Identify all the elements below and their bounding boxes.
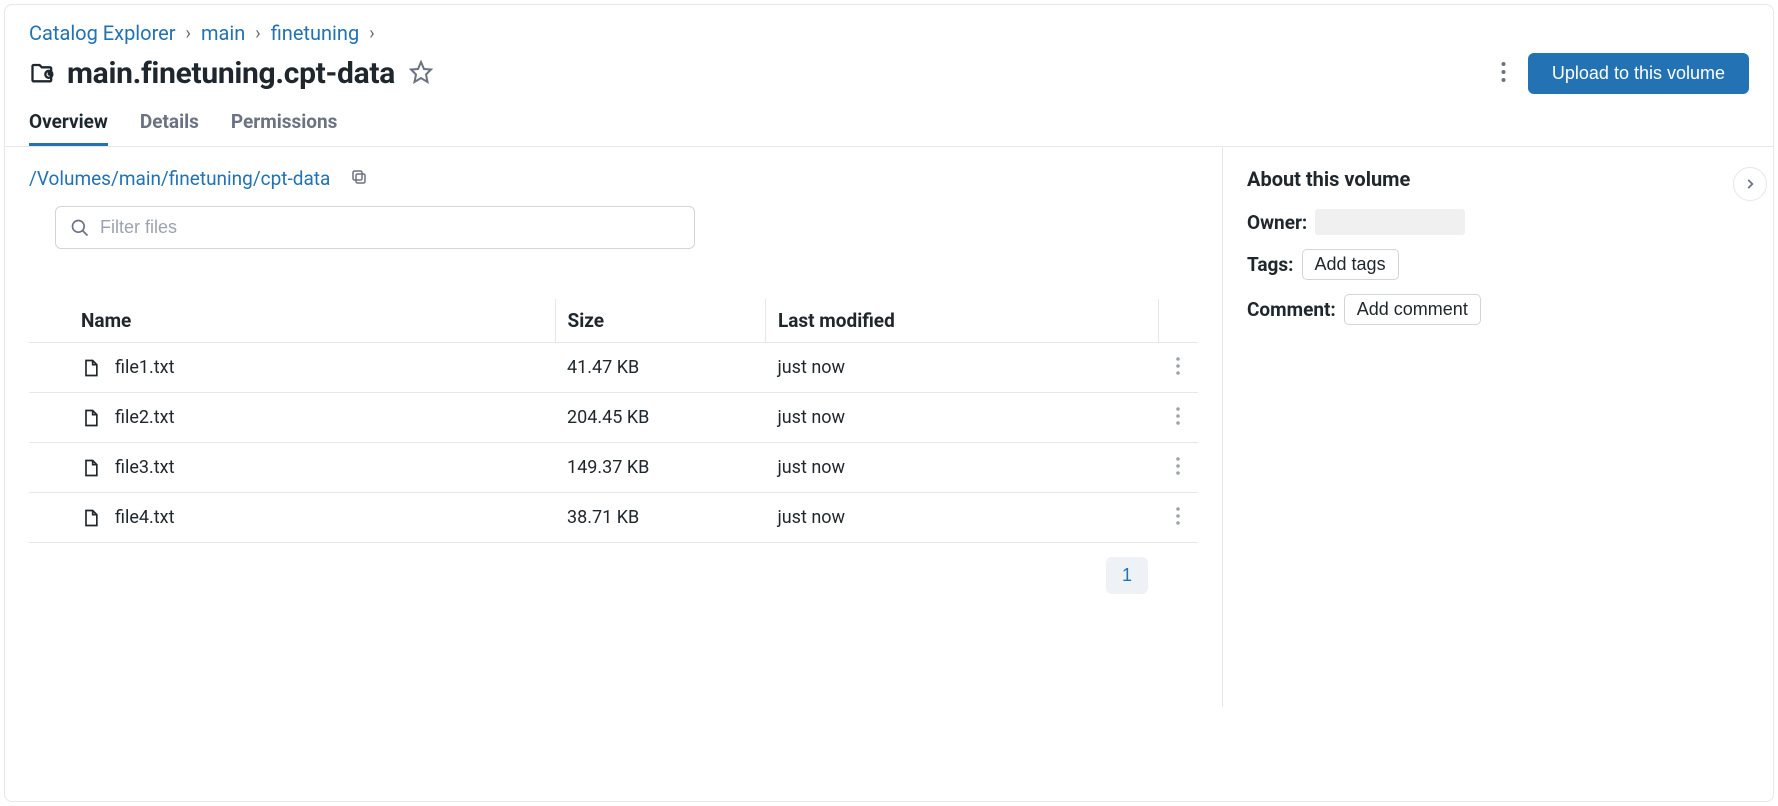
star-icon <box>409 60 433 84</box>
file-size: 38.71 KB <box>555 493 765 543</box>
file-icon <box>81 457 101 479</box>
tab-details[interactable]: Details <box>140 110 199 146</box>
file-name: file4.txt <box>115 507 174 528</box>
column-header-name[interactable]: Name <box>29 299 555 343</box>
breadcrumb: Catalog Explorer › main › finetuning › <box>5 21 1773 45</box>
title-row: main.finetuning.cpt-data Upload to this … <box>5 45 1773 94</box>
table-row[interactable]: file1.txt 41.47 KBjust now <box>29 343 1198 393</box>
chevron-right-icon: › <box>255 23 260 44</box>
filter-files-input[interactable] <box>100 217 680 238</box>
pagination: 1 <box>29 543 1198 594</box>
upload-button[interactable]: Upload to this volume <box>1528 53 1749 94</box>
table-row[interactable]: file2.txt 204.45 KBjust now <box>29 393 1198 443</box>
table-row[interactable]: file3.txt 149.37 KBjust now <box>29 443 1198 493</box>
kebab-icon <box>1176 507 1180 525</box>
kebab-icon <box>1176 457 1180 475</box>
copy-path-button[interactable] <box>350 168 368 189</box>
comment-label: Comment: <box>1247 298 1336 321</box>
filter-files-wrap[interactable] <box>55 206 695 249</box>
more-actions-button[interactable] <box>1491 56 1516 91</box>
file-name: file3.txt <box>115 457 174 478</box>
search-icon <box>70 218 90 238</box>
file-name: file1.txt <box>115 357 174 378</box>
add-tags-button[interactable]: Add tags <box>1302 249 1399 280</box>
favorite-button[interactable] <box>405 56 437 91</box>
file-modified: just now <box>765 493 1158 543</box>
file-icon <box>81 407 101 429</box>
file-icon <box>81 507 101 529</box>
column-header-size[interactable]: Size <box>555 299 765 343</box>
collapse-panel-button[interactable] <box>1733 167 1767 201</box>
file-name: file2.txt <box>115 407 174 428</box>
file-modified: just now <box>765 443 1158 493</box>
copy-icon <box>350 168 368 186</box>
kebab-icon <box>1176 407 1180 425</box>
kebab-icon <box>1501 62 1506 82</box>
breadcrumb-item-finetuning[interactable]: finetuning <box>271 21 360 45</box>
breadcrumb-item-main[interactable]: main <box>201 21 245 45</box>
tab-permissions[interactable]: Permissions <box>231 110 338 146</box>
file-modified: just now <box>765 343 1158 393</box>
table-row[interactable]: file4.txt 38.71 KBjust now <box>29 493 1198 543</box>
tabs: Overview Details Permissions <box>5 94 1773 147</box>
page-number-1[interactable]: 1 <box>1106 557 1148 594</box>
tags-label: Tags: <box>1247 253 1294 276</box>
about-panel: About this volume Owner: Tags: Add tags … <box>1223 147 1773 707</box>
breadcrumb-item-catalog[interactable]: Catalog Explorer <box>29 21 176 45</box>
chevron-right-icon <box>1743 177 1757 191</box>
owner-label: Owner: <box>1247 211 1307 234</box>
row-actions-button[interactable] <box>1170 405 1186 430</box>
chevron-right-icon: › <box>369 23 374 44</box>
column-header-actions <box>1158 299 1198 343</box>
file-size: 149.37 KB <box>555 443 765 493</box>
file-size: 204.45 KB <box>555 393 765 443</box>
row-actions-button[interactable] <box>1170 355 1186 380</box>
chevron-right-icon: › <box>186 23 191 44</box>
add-comment-button[interactable]: Add comment <box>1344 294 1481 325</box>
owner-value <box>1315 209 1465 235</box>
row-actions-button[interactable] <box>1170 505 1186 530</box>
about-title: About this volume <box>1247 167 1749 191</box>
page-title: main.finetuning.cpt-data <box>67 56 395 91</box>
files-table: Name Size Last modified file1.txt 41.47 K… <box>29 299 1198 543</box>
row-actions-button[interactable] <box>1170 455 1186 480</box>
kebab-icon <box>1176 357 1180 375</box>
file-icon <box>81 357 101 379</box>
file-size: 41.47 KB <box>555 343 765 393</box>
tab-overview[interactable]: Overview <box>29 110 108 146</box>
volume-icon <box>29 58 57 90</box>
volume-path[interactable]: /Volumes/main/finetuning/cpt-data <box>29 167 330 190</box>
file-modified: just now <box>765 393 1158 443</box>
column-header-modified[interactable]: Last modified <box>765 299 1158 343</box>
